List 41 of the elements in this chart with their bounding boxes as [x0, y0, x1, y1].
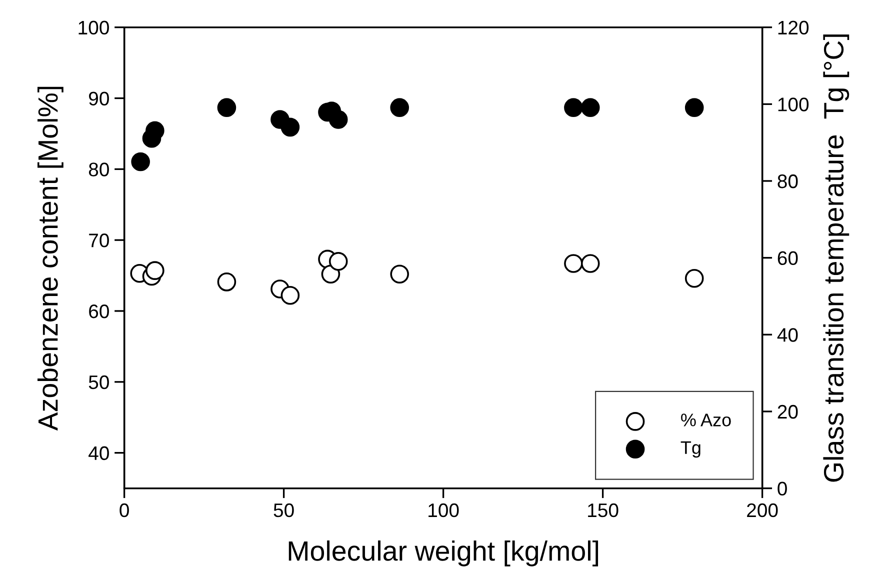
point — [280, 118, 300, 137]
point — [390, 264, 410, 284]
y2-tick-label: 20 — [778, 404, 798, 419]
x-tick-label: 50 — [274, 503, 294, 518]
x-tick-label: 200 — [747, 503, 778, 518]
legend-label: Tg — [680, 441, 700, 458]
y2-axis-title: Glass transition temperature Tg [°C] — [823, 34, 850, 482]
y-tick-label: 60 — [89, 304, 109, 318]
point — [390, 98, 410, 117]
point — [217, 272, 236, 292]
x-tick-label: 0 — [120, 503, 129, 518]
point — [564, 254, 583, 273]
y-tick-label: 50 — [88, 375, 109, 390]
x-tick-label: 100 — [428, 503, 459, 518]
y-tick-label: 90 — [89, 92, 109, 106]
y-tick-label: 80 — [88, 162, 109, 176]
point — [580, 98, 600, 117]
y2-tick-label: 100 — [778, 98, 809, 112]
point — [321, 264, 340, 284]
legend-label: % Azo — [681, 414, 731, 426]
x-tick-label: 150 — [588, 503, 618, 518]
point — [280, 286, 300, 305]
point — [580, 254, 600, 273]
y-axis-title: Azobenzene content [Mol%] — [37, 86, 64, 431]
point — [328, 252, 348, 271]
point — [146, 261, 164, 280]
y2-tick-label: 40 — [777, 328, 798, 342]
y-tick-label: 40 — [88, 446, 109, 460]
x-axis-title: Molecular weight [kg/mol] — [288, 540, 598, 566]
y-tick-label: 100 — [78, 20, 109, 35]
point — [217, 98, 236, 117]
y2-tick-label: 0 — [778, 482, 787, 496]
y2-tick-label: 60 — [778, 251, 798, 266]
point — [684, 98, 704, 117]
y2-tick-label: 120 — [778, 20, 809, 35]
point — [131, 152, 150, 172]
point — [564, 98, 583, 117]
point — [684, 268, 704, 288]
point — [328, 110, 348, 129]
y2-tick-label: 80 — [778, 174, 798, 188]
y-tick-label: 70 — [89, 234, 109, 248]
